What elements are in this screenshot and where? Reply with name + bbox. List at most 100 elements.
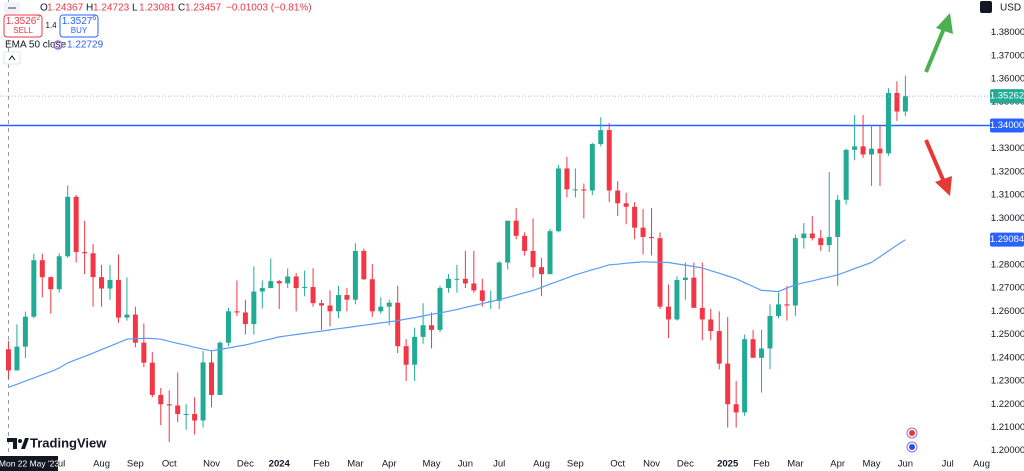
candle [759, 329, 765, 393]
candle-body [141, 342, 147, 363]
candle [73, 195, 79, 263]
candle-body [386, 302, 392, 307]
candle-body [691, 277, 697, 308]
up-arrow [924, 13, 953, 73]
candle-body [268, 281, 274, 289]
candle-body [632, 206, 638, 228]
candle-body [124, 314, 130, 318]
x-tick-label: Aug [93, 459, 110, 470]
x-tick-label: Feb [313, 459, 329, 470]
price-badge [990, 89, 1024, 104]
candle-body [759, 348, 765, 358]
candle-body [589, 144, 595, 191]
buy-label: BUY [71, 26, 88, 35]
buy-button[interactable] [59, 14, 99, 38]
sell-button[interactable] [3, 14, 43, 38]
candle [530, 218, 536, 278]
candle-body [99, 277, 105, 289]
candle-body [5, 349, 11, 371]
candle [479, 278, 485, 307]
candle [369, 264, 375, 317]
candle [733, 381, 739, 428]
x-tick-label: Aug [533, 459, 550, 470]
candle-body [225, 311, 231, 343]
candle [784, 285, 790, 321]
candle [48, 276, 54, 314]
candle-body [65, 196, 71, 257]
settings-icon[interactable] [980, 1, 992, 13]
candle [352, 243, 358, 305]
y-tick-label: 1.32000 [991, 166, 1024, 177]
candle [344, 288, 350, 312]
candle-body [319, 303, 325, 306]
candle-body [251, 291, 257, 325]
x-tick-label: Apr [830, 459, 845, 470]
candle-body [90, 253, 96, 278]
ema-icon[interactable] [53, 40, 63, 50]
candle [285, 268, 291, 289]
ohlc-value: 1.23081 [139, 3, 176, 14]
candle-body [462, 278, 468, 284]
candle-body [115, 279, 121, 318]
candle [99, 264, 105, 307]
candle-body [31, 260, 37, 317]
candle-body [869, 148, 875, 155]
candle-body [826, 236, 832, 246]
ohlc-key: O [40, 3, 48, 14]
candle [665, 284, 671, 339]
candle-body [412, 336, 418, 365]
y-tick-label: 1.27000 [991, 283, 1024, 294]
crosshair-badge [0, 456, 58, 471]
candle [539, 257, 545, 297]
x-tick-label: Dec [237, 459, 254, 470]
price-badge-label: 1.34000 [990, 120, 1024, 131]
collapse-button[interactable] [3, 51, 21, 65]
candle [132, 306, 138, 348]
ohlc-value: 1.24723 [93, 3, 130, 14]
candle [513, 207, 519, 240]
candle-body [665, 306, 671, 320]
x-tick-label: Sep [127, 459, 144, 470]
candle [386, 299, 392, 326]
candle-body [107, 279, 113, 289]
candle-body [437, 288, 443, 330]
candle-body [699, 307, 705, 320]
brand-name: TradingView [30, 435, 107, 450]
change: −0.01003 (−0.81%) [226, 3, 312, 14]
candle-body [302, 286, 308, 289]
candle-body [818, 238, 824, 246]
candle-body [581, 189, 587, 191]
ohlc-key: L [132, 3, 138, 14]
y-tick-label: 1.26000 [991, 306, 1024, 317]
candle-body [555, 168, 561, 232]
candle [860, 115, 866, 158]
candle [885, 88, 891, 156]
candle-body [166, 404, 172, 406]
down-arrow [924, 139, 952, 196]
candle [471, 250, 477, 293]
candle [606, 123, 612, 203]
candle [564, 156, 570, 198]
candle-body [73, 196, 79, 253]
x-tick-label: Oct [610, 459, 625, 470]
candle [691, 262, 697, 308]
candle-body [352, 250, 358, 300]
candle [209, 350, 215, 408]
candle-body [200, 362, 206, 421]
candle-body [716, 331, 722, 364]
x-tick-label: Aug [973, 459, 990, 470]
candle-body [496, 262, 502, 301]
candle-body [158, 394, 164, 405]
candle [82, 220, 88, 275]
candle-body [615, 190, 621, 204]
last-price-label: 1.35262 [990, 91, 1024, 102]
sell-price: 1.35262 [6, 15, 41, 27]
y-tick-label: 1.33000 [991, 143, 1024, 154]
candle [877, 125, 883, 186]
x-tick-label: Jul [53, 459, 65, 470]
y-tick-label: 1.36000 [991, 74, 1024, 85]
price-badge [990, 118, 1024, 133]
x-tick-label: May [423, 459, 441, 470]
candle [835, 195, 841, 286]
